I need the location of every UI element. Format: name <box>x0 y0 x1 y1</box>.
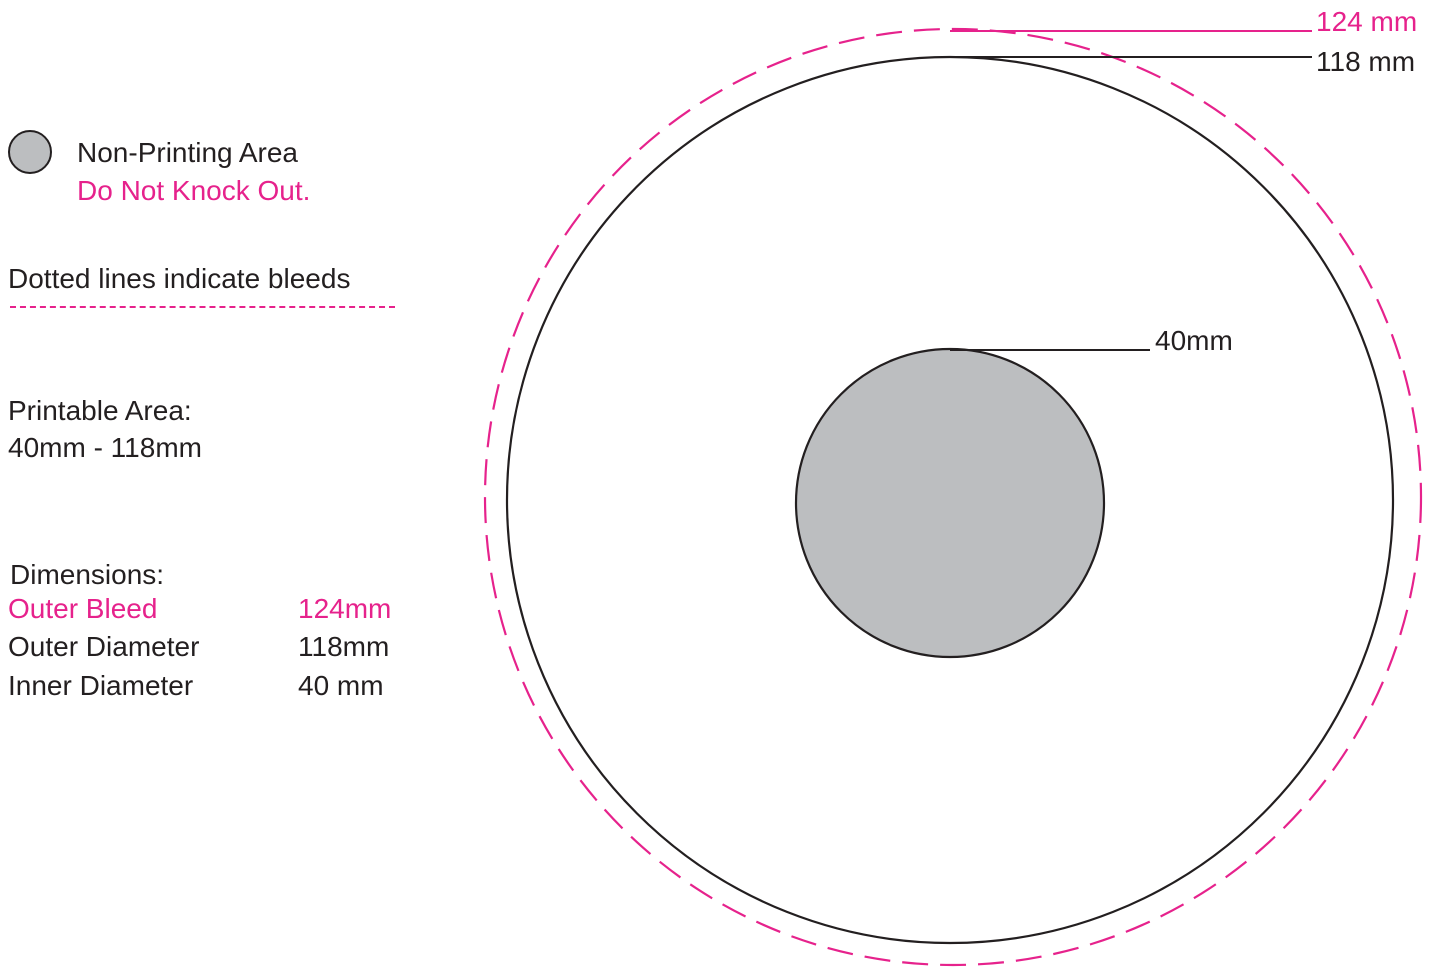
outer-bleed-circle <box>483 27 1423 967</box>
outer-bleed-value: 124mm <box>298 593 392 624</box>
outer-diameter-circle <box>505 55 1395 945</box>
bleed-legend-dash <box>10 306 395 308</box>
bleed-legend-label: Dotted lines indicate bleeds <box>8 263 351 294</box>
inner-diameter-callout: 40mm <box>1155 325 1233 356</box>
outer-diameter-label: Outer Diameter <box>8 631 200 662</box>
do-not-knock-out-note: Do Not Knock Out. <box>77 175 311 206</box>
outer-diameter-value: 118mm <box>298 631 390 662</box>
outer-diameter-callout: 118 mm <box>1316 46 1415 77</box>
non-printing-label: Non-Printing Area <box>77 137 299 168</box>
inner-hub-circle <box>794 347 1106 659</box>
printable-area-heading: Printable Area: <box>8 395 192 426</box>
inner-diameter-value: 40 mm <box>298 670 384 701</box>
outer-bleed-label: Outer Bleed <box>8 593 158 624</box>
inner-diameter-label: Inner Diameter <box>8 670 194 701</box>
non-printing-swatch <box>8 130 52 174</box>
outer-bleed-callout: 124 mm <box>1316 6 1417 37</box>
dimensions-heading: Dimensions: <box>10 559 165 590</box>
printable-area-range: 40mm - 118mm <box>8 432 202 463</box>
